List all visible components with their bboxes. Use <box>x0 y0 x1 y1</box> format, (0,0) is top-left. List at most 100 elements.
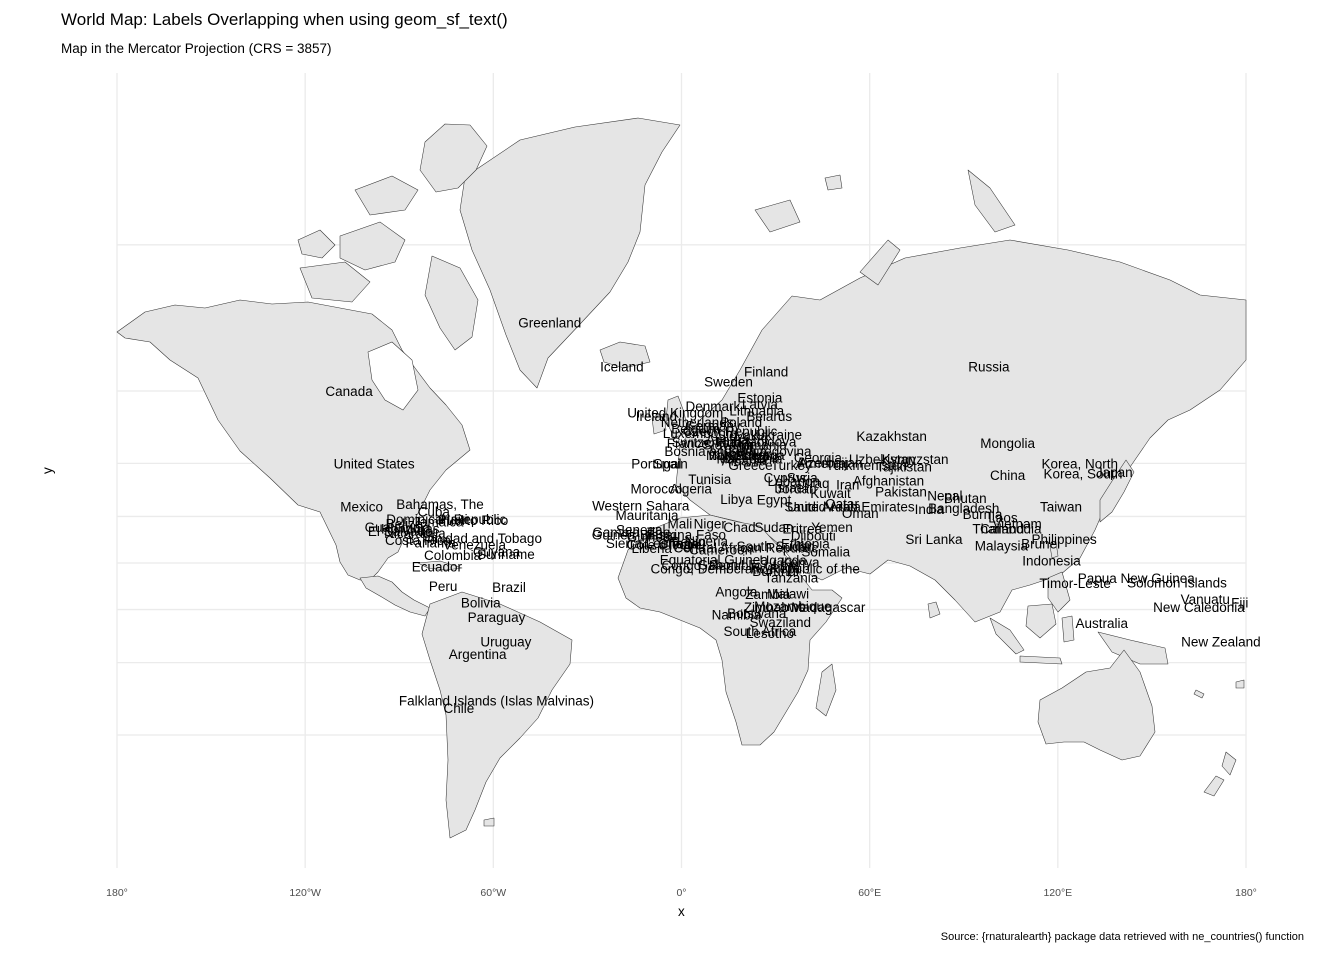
country-label: Argentina <box>449 647 507 662</box>
country-label: Philippines <box>1031 532 1097 547</box>
country-label: Korea, North <box>1042 456 1119 471</box>
land-arctic-islands-3 <box>297 229 336 259</box>
country-label: Montenegro <box>706 448 778 463</box>
country-label: El Salvador <box>368 524 438 539</box>
land-arctic-islands-2 <box>354 175 419 216</box>
map-caption: Source: {rnaturalearth} package data ret… <box>940 931 1304 943</box>
country-label: Malaysia <box>975 538 1029 553</box>
country-label: Lithuania <box>729 403 784 418</box>
country-label: Nepal <box>927 489 962 504</box>
country-label: Chile <box>443 701 474 716</box>
country-label: Panama <box>405 535 456 550</box>
country-label: Russia <box>968 359 1010 374</box>
country-label: Eritrea <box>782 521 822 536</box>
land-central-america <box>359 575 431 617</box>
country-label: Uzbekistan <box>849 452 916 467</box>
country-label: Cambodia <box>980 521 1042 536</box>
country-label: Zambia <box>745 587 791 602</box>
country-label: Swaziland <box>750 615 812 630</box>
land-severnaya-zemlya <box>967 169 1016 233</box>
country-label: China <box>990 468 1026 483</box>
country-label: Afghanistan <box>853 474 924 489</box>
country-label: Equatorial Guinea <box>660 552 769 567</box>
land-africa <box>617 514 843 746</box>
country-label: Tajikistan <box>876 459 932 474</box>
country-label: Guinea-Bissau <box>592 527 681 542</box>
country-label: Malawi <box>767 587 809 602</box>
x-axis-label: x <box>678 904 685 919</box>
country-label: Finland <box>744 365 788 380</box>
country-label: Nigeria <box>685 534 728 549</box>
country-label: Ecuador <box>412 559 463 574</box>
country-label: Angola <box>715 584 758 599</box>
country-label: Jamaica <box>413 514 464 529</box>
country-label: Madagascar <box>791 600 866 615</box>
country-label: Japan <box>1096 465 1133 480</box>
land-taiwan <box>1049 541 1059 559</box>
country-label: Pakistan <box>875 484 927 499</box>
country-label: Burundi <box>752 564 799 579</box>
x-tick-label: 180° <box>106 887 128 899</box>
country-label: South Africa <box>724 624 797 639</box>
country-label: Djibouti <box>791 528 836 543</box>
country-label: Gabon <box>698 557 739 572</box>
country-label: Rwanda <box>751 560 801 575</box>
land-philippines <box>1047 571 1071 613</box>
country-label: Taiwan <box>1040 500 1082 515</box>
country-label: Burma <box>963 507 1003 522</box>
land-fiji <box>1235 679 1245 689</box>
country-label: Luxembourg <box>663 426 738 441</box>
country-label: Turkey <box>771 458 812 473</box>
country-label: Uruguay <box>480 634 531 649</box>
land-iceland <box>599 341 651 369</box>
country-label: Australia <box>1075 616 1128 631</box>
country-label: Paraguay <box>468 610 526 625</box>
country-label: Puerto Rico <box>438 513 509 528</box>
country-label: Solomon Islands <box>1127 575 1227 590</box>
country-label: Korea, South <box>1044 467 1123 482</box>
country-label: Vanuatu <box>1181 592 1230 607</box>
land-great-britain <box>665 395 689 439</box>
y-axis-label: y <box>40 467 55 474</box>
country-label: Falkland Islands (Islas Malvinas) <box>399 693 594 708</box>
land-sri-lanka <box>927 601 941 619</box>
country-label: Croatia <box>710 441 754 456</box>
country-label: Netherlands <box>661 415 734 430</box>
country-label: Iceland <box>600 359 644 374</box>
country-label: Costa Rica <box>385 533 452 548</box>
country-label: Oman <box>842 506 879 521</box>
country-label: Portugal <box>631 456 681 471</box>
country-label: Guinea <box>627 530 671 545</box>
country-label: United Kingdom <box>627 405 723 420</box>
country-label: Mali <box>668 517 693 532</box>
land-franz-josef <box>824 174 843 191</box>
land-sulawesi <box>1061 615 1075 643</box>
land-cuba <box>417 560 463 571</box>
country-label: New Zealand <box>1181 634 1261 649</box>
land-new-zealand-north <box>1221 751 1237 776</box>
land-new-caledonia <box>1193 689 1205 699</box>
country-label: Saudi Arabia <box>784 500 861 515</box>
country-label: Gambia, The <box>592 525 670 540</box>
x-tick-label: 0° <box>676 887 686 899</box>
country-label: Benin <box>671 535 706 550</box>
land-ellesmere <box>419 123 488 193</box>
country-label: Belize <box>386 517 423 532</box>
country-label: Guyana <box>473 545 521 560</box>
country-label: Uganda <box>759 553 807 568</box>
land-new-zealand-south <box>1203 775 1225 797</box>
land-svalbard <box>754 199 801 233</box>
country-label: Indonesia <box>1022 554 1081 569</box>
country-label: Cuba <box>418 505 451 520</box>
country-label: Armenia <box>796 456 847 471</box>
country-label: Kosovo <box>725 448 770 463</box>
country-label: Greenland <box>518 315 581 330</box>
country-label: Chad <box>723 520 755 535</box>
land-ireland <box>651 413 667 435</box>
country-label: United States <box>334 456 415 471</box>
country-label: Namibia <box>712 607 762 622</box>
map-title: World Map: Labels Overlapping when using… <box>61 10 508 29</box>
x-tick-label: 120°W <box>289 887 321 899</box>
x-tick-label: 180° <box>1235 887 1257 899</box>
country-label: Kyrgyzstan <box>882 452 949 467</box>
